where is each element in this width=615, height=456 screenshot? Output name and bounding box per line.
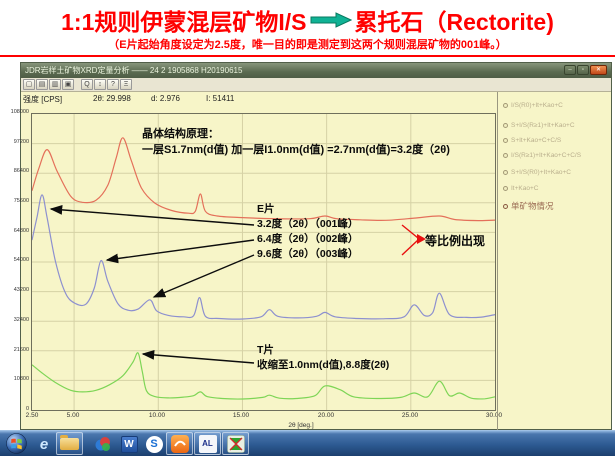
x-tick: 15.00 [232, 412, 250, 419]
sidebar-option-single-mineral[interactable]: 单矿物情况 [503, 200, 554, 212]
maximize-button[interactable]: ▫ [577, 65, 589, 75]
radio-icon[interactable] [503, 170, 508, 175]
x-tick: 20.00 [317, 412, 335, 419]
x-tick: 5.00 [66, 412, 80, 419]
sidebar-option-3[interactable]: S+It+Kao+C+C/S [503, 137, 561, 144]
slide-title: 1:1规则伊蒙混层矿物I/S 累托石（Rectorite) [0, 3, 615, 37]
slide-subtitle: （E片起始角度设定为2.5度，唯一目的即是测定到这两个规则混层矿物的001峰。） [108, 39, 507, 51]
crystal-structure-note: 晶体结构原理： 一层S1.7nm(d值) 加一层I1.0nm(d值) =2.7n… [142, 128, 450, 156]
save-icon[interactable]: ▤ [36, 79, 48, 90]
readout-d-value: d: 2.976 [151, 94, 180, 103]
radio-icon[interactable] [503, 186, 508, 191]
radio-icon[interactable] [503, 103, 508, 108]
teal-arrow-icon [310, 12, 352, 28]
sidebar-option-5[interactable]: S+I/S(R0)+It+Kao+C [503, 169, 571, 176]
slide-title-left: 1:1规则伊蒙混层矿物I/S [61, 9, 307, 35]
x-axis-title: 2θ [deg.] [288, 422, 314, 429]
y-axis-labels: 108000 97200 86400 75600 64800 54000 432… [10, 109, 29, 412]
minimize-button[interactable]: – [564, 65, 576, 75]
xrd-app-window: JDR岩样土矿物XRD定量分析 —— 24 2 1905868 H2019061… [11, 62, 612, 431]
new-doc-icon[interactable]: ▢ [23, 79, 35, 90]
title-divider [0, 55, 615, 57]
toolbar: ▢ ▤ ▥ ▣ Q ↕ ? Ξ [21, 78, 611, 92]
sidebar-option-1[interactable]: I/S(R0)+It+Kao+C [503, 102, 563, 109]
start-button[interactable] [6, 433, 27, 454]
x-tick: 2.50 [25, 412, 39, 419]
window-title: JDR岩样土矿物XRD定量分析 —— 24 2 1905868 H2019061… [25, 66, 243, 75]
e-sheet-peaks-note: E片 3.2度（2θ）（001峰） 6.4度（2θ）（002峰） 9.6度（2θ… [257, 203, 359, 260]
folder-icon [60, 434, 79, 450]
taskbar: e W S AL [0, 430, 615, 456]
media-app-icon[interactable] [94, 435, 112, 453]
print-icon[interactable]: ▥ [49, 79, 61, 90]
sidebar-divider [497, 92, 498, 431]
window-titlebar[interactable]: JDR岩样土矿物XRD定量分析 —— 24 2 1905868 H2019061… [21, 63, 611, 78]
close-button[interactable]: ✕ [590, 65, 607, 75]
help-icon[interactable]: ? [107, 79, 119, 90]
windows-logo-icon [6, 433, 27, 454]
radio-icon[interactable] [503, 123, 508, 128]
xrd-curves [31, 114, 496, 410]
sidebar-option-2[interactable]: S+I/S(R≥1)+It+Kao+C [503, 122, 575, 129]
xrd-analysis-app-icon[interactable] [222, 432, 249, 455]
trace-icon[interactable]: Ξ [120, 79, 132, 90]
x-tick: 10.00 [148, 412, 166, 419]
zoom-icon[interactable]: Q [81, 79, 93, 90]
radio-icon[interactable] [503, 138, 508, 143]
word-icon[interactable]: W [120, 435, 138, 453]
orange-swoosh-icon [170, 434, 189, 453]
equal-ratio-note: 等比例出现 [425, 234, 486, 248]
x-tick: 30.00 [485, 412, 503, 419]
fit-height-icon[interactable]: ↕ [94, 79, 106, 90]
t-sheet-note: T片 收缩至1.0nm(d值),8.8度(2θ) [257, 344, 390, 371]
hourglass-x-icon [226, 434, 245, 453]
sidebar-option-4[interactable]: I/S(R≥1)+It+Kao+C+C/S [503, 152, 581, 159]
sogou-browser-icon[interactable]: S [145, 435, 163, 453]
file-explorer-icon[interactable] [56, 432, 83, 455]
colored-circles-icon [95, 437, 110, 451]
internet-explorer-icon[interactable]: e [39, 435, 49, 453]
sidebar-option-6[interactable]: It+Kao+C [503, 185, 538, 192]
slide-title-right: 累托石（Rectorite) [354, 9, 554, 35]
copy-icon[interactable]: ▣ [62, 79, 74, 90]
radio-icon[interactable] [503, 153, 508, 158]
readout-2theta: 2θ: 29.998 [93, 94, 131, 103]
xrd-plot-area[interactable] [31, 113, 496, 411]
radio-icon[interactable] [503, 203, 508, 209]
y-axis-title: 强度 [CPS] [23, 95, 63, 104]
readout-intensity: I: 51411 [206, 94, 235, 103]
al-app-icon[interactable]: AL [194, 432, 221, 455]
orange-app-icon[interactable] [166, 432, 193, 455]
x-tick: 25.00 [401, 412, 419, 419]
